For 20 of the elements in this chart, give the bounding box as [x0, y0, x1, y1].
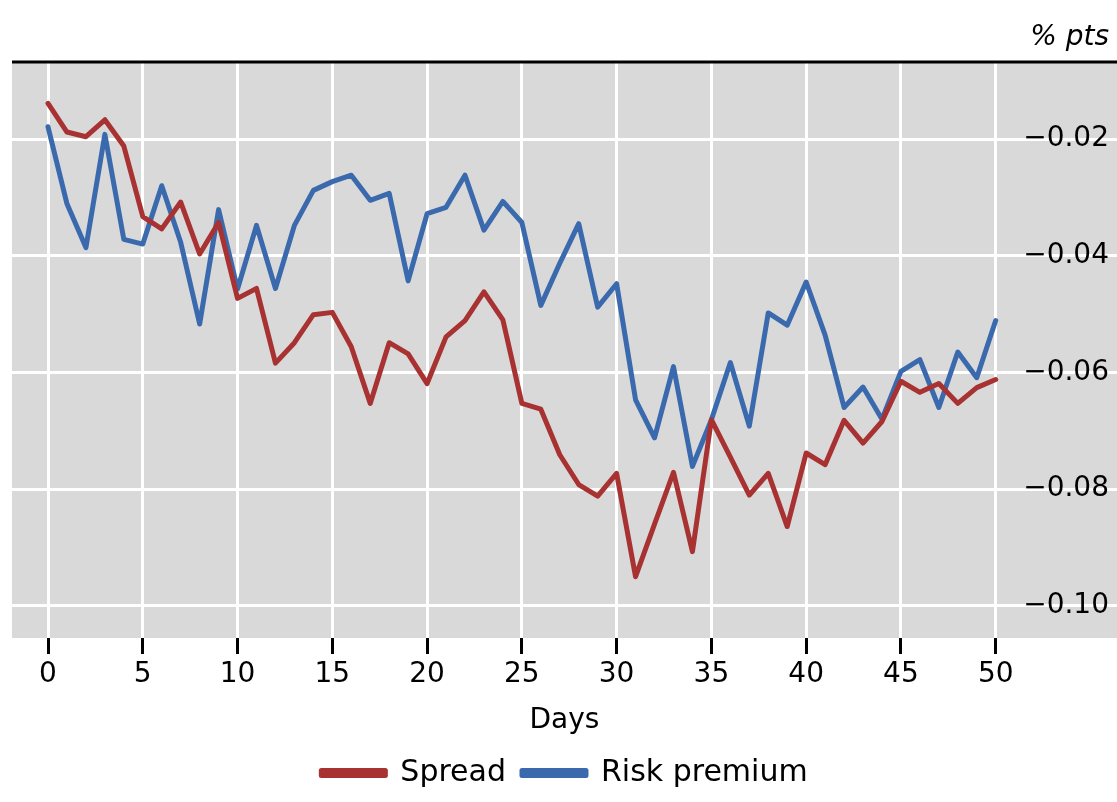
x-tick-label: 20 [409, 656, 445, 690]
y-tick-label: −0.08 [1023, 470, 1109, 504]
y-tick-label: −0.06 [1023, 353, 1109, 387]
x-tick-label: 5 [133, 656, 152, 690]
y-tick-label: −0.10 [1023, 587, 1109, 621]
x-tick-label: 15 [314, 656, 351, 690]
x-tick-label: 45 [883, 656, 919, 690]
x-tick-label: 40 [788, 656, 824, 690]
legend-label: Risk premium [600, 752, 808, 788]
y-tick-label: −0.04 [1023, 237, 1109, 271]
x-tick-label: 10 [219, 656, 256, 690]
x-tick-label: 25 [504, 656, 540, 690]
x-tick-label: 35 [693, 656, 730, 690]
y-axis-title: % pts [1030, 19, 1109, 53]
y-tick-label: −0.02 [1023, 120, 1109, 154]
x-tick-label: 30 [598, 656, 635, 690]
x-tick-label: 0 [39, 656, 57, 690]
x-tick-label: 50 [977, 656, 1014, 690]
x-axis-title: Days [529, 702, 600, 736]
legend-label: Spread [400, 752, 506, 788]
